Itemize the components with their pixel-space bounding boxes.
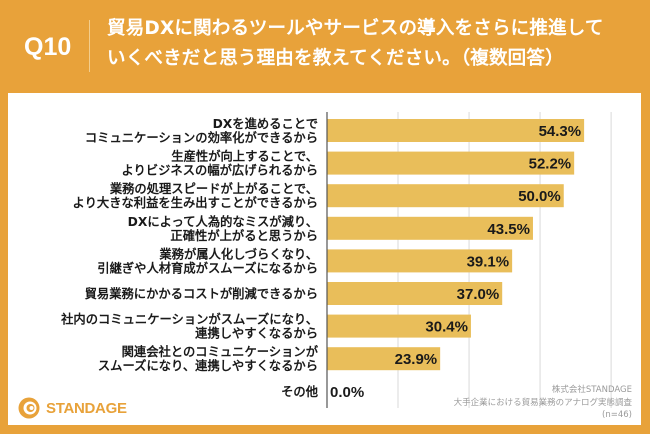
category-labels: DXを進めることでコミュニケーションの効率化ができるから生産性が向上することで、… [60, 116, 319, 399]
value-label: 37.0% [457, 286, 500, 303]
category-label: 貿易業務にかかるコストが削減できるから [85, 286, 318, 301]
value-label: 43.5% [487, 221, 530, 238]
question-title-line-2: いくべきだと思う理由を教えてください。（複数回答） [107, 48, 564, 69]
standage-logo: STANDAGE [17, 396, 127, 420]
footer-credits: 株式会社STANDAGE 大手企業における貿易業務のアナログ実態調査 (n=46… [454, 384, 632, 422]
bars [327, 119, 585, 371]
category-label: 生産性が向上することで、よりビジネスの幅が広げられるから [121, 149, 318, 178]
value-label: 39.1% [467, 253, 510, 270]
question-number: Q10 [24, 33, 72, 61]
category-label: DXを進めることでコミュニケーションの効率化ができるから [85, 116, 318, 145]
chart-panel [8, 93, 641, 425]
value-label: 54.3% [539, 123, 582, 140]
question-title-line-1: 貿易DXに関わるツールやサービスの導入をさらに推進して [107, 18, 604, 39]
question-title: 貿易DXに関わるツールやサービスの導入をさらに推進して いくべきだと思う理由を教… [107, 14, 637, 74]
value-label: 52.2% [529, 156, 572, 173]
value-label: 50.0% [518, 188, 561, 205]
bar [327, 282, 503, 305]
footer-company: 株式会社STANDAGE [551, 385, 632, 395]
value-label: 0.0% [330, 384, 364, 401]
value-label: 30.4% [425, 319, 468, 336]
bar [327, 184, 564, 208]
category-label: DXによって人為的なミスが減り、正確性が上がると思うから [128, 214, 318, 243]
standage-logo-icon [18, 397, 40, 419]
value-labels: 54.3% 52.2% 50.0% 43.5% 39.1% 37.0% 30.4% 23.9%… [330, 123, 581, 401]
category-label: 業務が属人化しづらくなり、引継ぎや人材育成がスムーズになるから [97, 246, 318, 275]
footer-survey: 大手企業における貿易業務のアナログ実態調査 [453, 397, 632, 408]
category-label: その他 [281, 384, 319, 399]
category-label: 関連会社とのコミュニケーションがスムーズになり、連携しやすくなるから [98, 344, 319, 373]
category-label: 業務の処理スピードが上がることで、より大きな利益を生み出すことができるから [73, 181, 318, 210]
bar [327, 347, 441, 371]
footer-sample: (n=46) [602, 410, 632, 420]
bar [327, 151, 575, 175]
bar [327, 249, 513, 273]
bar [327, 216, 533, 240]
category-label: 社内のコミュニケーションがスムーズになり、連携しやすくなるから [60, 312, 318, 341]
bar [327, 119, 585, 142]
header-divider [89, 20, 90, 72]
value-label: 23.9% [395, 351, 438, 368]
bar [327, 314, 471, 338]
logo-text: STANDAGE [46, 399, 127, 417]
